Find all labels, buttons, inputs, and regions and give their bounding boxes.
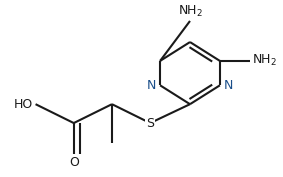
Text: NH$_2$: NH$_2$ <box>177 4 203 19</box>
Text: O: O <box>69 156 79 169</box>
Text: NH$_2$: NH$_2$ <box>252 53 277 68</box>
Text: N: N <box>147 79 156 92</box>
Text: N: N <box>224 79 233 92</box>
Text: S: S <box>146 116 154 130</box>
Text: HO: HO <box>14 98 33 111</box>
